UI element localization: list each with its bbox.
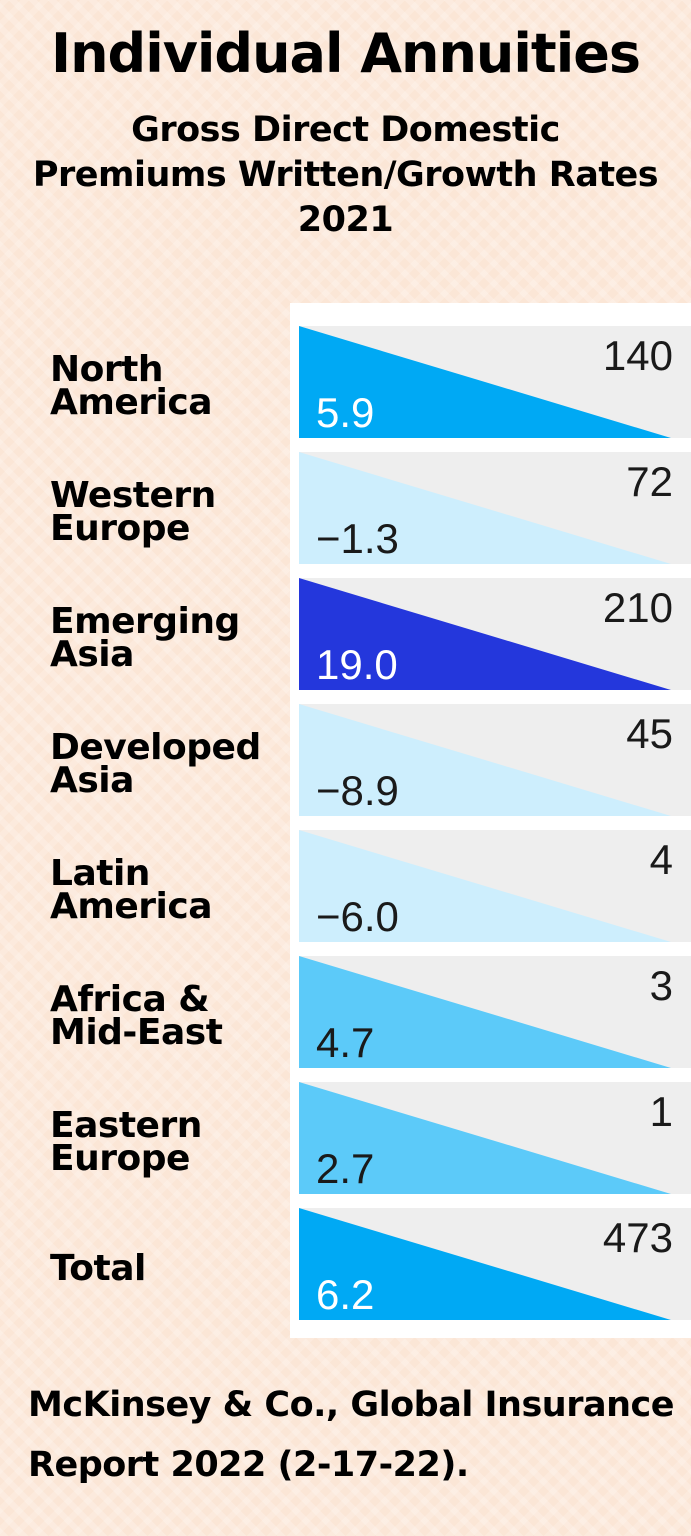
region-label: Western Europe	[50, 475, 216, 549]
growth-rate-label: −6.0	[316, 893, 399, 940]
region-label-line: North	[50, 349, 163, 390]
growth-rate-label: −8.9	[316, 767, 399, 814]
growth-triangle	[299, 830, 671, 942]
growth-triangle	[299, 956, 671, 1068]
source-note: McKinsey & Co., Global Insurance Report …	[28, 1375, 678, 1495]
growth-triangle	[299, 452, 671, 564]
growth-triangle	[299, 326, 671, 438]
growth-triangle	[299, 1082, 671, 1194]
growth-rate-label: 2.7	[316, 1145, 374, 1192]
region-label: North America	[50, 349, 213, 423]
region-label: Africa & Mid-East	[50, 979, 223, 1053]
page-title: Individual Annuities	[51, 22, 641, 85]
subtitle-line: Gross Direct Domestic	[131, 110, 560, 150]
subtitle-line: Premiums Written/Growth Rates	[32, 155, 659, 195]
growth-triangle	[299, 1208, 671, 1320]
growth-rate-label: 5.9	[316, 389, 374, 436]
source-line: McKinsey & Co., Global Insurance	[28, 1385, 675, 1425]
growth-triangle	[299, 704, 671, 816]
region-label-line: Africa &	[50, 979, 210, 1020]
premium-label: 473	[603, 1214, 673, 1261]
premium-label: 72	[626, 458, 673, 505]
region-label-line: America	[50, 382, 213, 423]
region-label-line: Europe	[50, 1138, 190, 1179]
region-label-line: Developed	[50, 727, 261, 768]
region-label-line: America	[50, 886, 213, 927]
region-label: Latin America	[50, 853, 213, 927]
region-label-line: Latin	[50, 853, 150, 894]
premium-label: 45	[626, 710, 673, 757]
premium-label: 210	[603, 584, 673, 631]
growth-rate-label: 19.0	[316, 641, 398, 688]
region-label: Total	[50, 1247, 146, 1289]
growth-triangle	[299, 578, 671, 690]
region-label-line: Western	[50, 475, 216, 516]
growth-rate-label: 4.7	[316, 1019, 374, 1066]
growth-rate-label: −1.3	[316, 515, 399, 562]
premium-label: 140	[603, 332, 673, 379]
growth-rate-label: 6.2	[316, 1271, 374, 1318]
region-label: Developed Asia	[50, 727, 261, 801]
region-label-line: Emerging	[50, 601, 240, 642]
region-label-line: Asia	[50, 634, 134, 675]
region-label-line: Eastern	[50, 1105, 202, 1146]
source-line: Report 2022 (2-17-22).	[28, 1445, 469, 1485]
premium-label: 1	[650, 1088, 673, 1135]
premium-label: 3	[650, 962, 673, 1009]
region-label-line: Asia	[50, 760, 134, 801]
region-label-line: Mid-East	[50, 1012, 223, 1053]
region-label: Eastern Europe	[50, 1105, 202, 1179]
region-label-line: Total	[50, 1247, 146, 1289]
page-subtitle: Gross Direct Domestic Premiums Written/G…	[0, 108, 691, 243]
region-label: Emerging Asia	[50, 601, 240, 675]
premium-label: 4	[650, 836, 673, 883]
subtitle-line: 2021	[297, 200, 394, 240]
region-label-line: Europe	[50, 508, 190, 549]
